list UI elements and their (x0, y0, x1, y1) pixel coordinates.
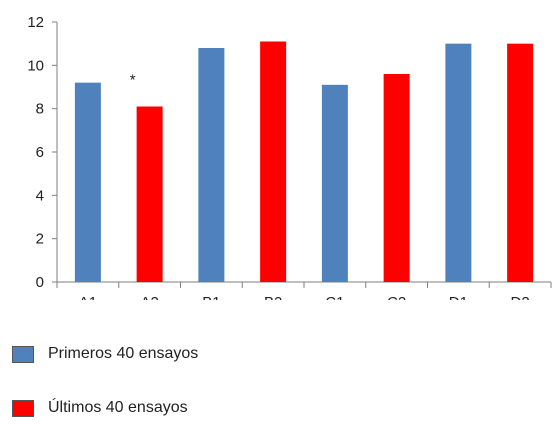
y-tick-label: 10 (27, 57, 44, 74)
bar-a1 (74, 82, 101, 283)
y-tick-label: 0 (36, 274, 44, 291)
bar-d2 (507, 43, 534, 282)
x-tick-label: A2 (140, 294, 158, 300)
y-tick-label: 4 (36, 187, 44, 204)
plot-area (52, 21, 552, 288)
x-tick-label: C1 (325, 294, 344, 300)
bar-c2 (383, 74, 410, 282)
bar-d1 (445, 43, 472, 282)
bar-b1 (198, 48, 225, 282)
labels-group: 0 2 4 6 8 10 12 A1 A2 B1 B2 C1 C2 D1 D2 * (27, 14, 529, 300)
y-tick-label: 2 (36, 231, 44, 248)
significance-annotation: * (130, 72, 136, 89)
legend-label-primeros: Primeros 40 ensayos (48, 345, 199, 362)
x-tick-label: C2 (387, 294, 406, 300)
y-tick-label: 12 (27, 14, 44, 31)
x-tick-label: B2 (264, 294, 282, 300)
bar-c1 (321, 84, 348, 282)
bar-chart: 0 2 4 6 8 10 12 A1 A2 B1 B2 C1 C2 D1 D2 * (27, 14, 552, 300)
x-tick-label: D2 (511, 294, 530, 300)
legend-label-ultimos: Últimos 40 ensayos (48, 399, 188, 416)
x-tick-label: D1 (449, 294, 468, 300)
bar-b2 (260, 41, 287, 282)
bars-group (74, 41, 534, 283)
y-tick-label: 8 (36, 101, 44, 118)
legend-item-primeros: Primeros 40 ensayos (12, 345, 198, 363)
legend-item-ultimos: Últimos 40 ensayos (12, 399, 188, 417)
x-tick-label: B1 (202, 294, 220, 300)
y-tick-label: 6 (36, 144, 44, 161)
bar-a2 (136, 106, 163, 282)
legend-swatch-red (12, 399, 34, 417)
x-tick-label: A1 (79, 294, 97, 300)
legend-swatch-blue (12, 345, 34, 363)
